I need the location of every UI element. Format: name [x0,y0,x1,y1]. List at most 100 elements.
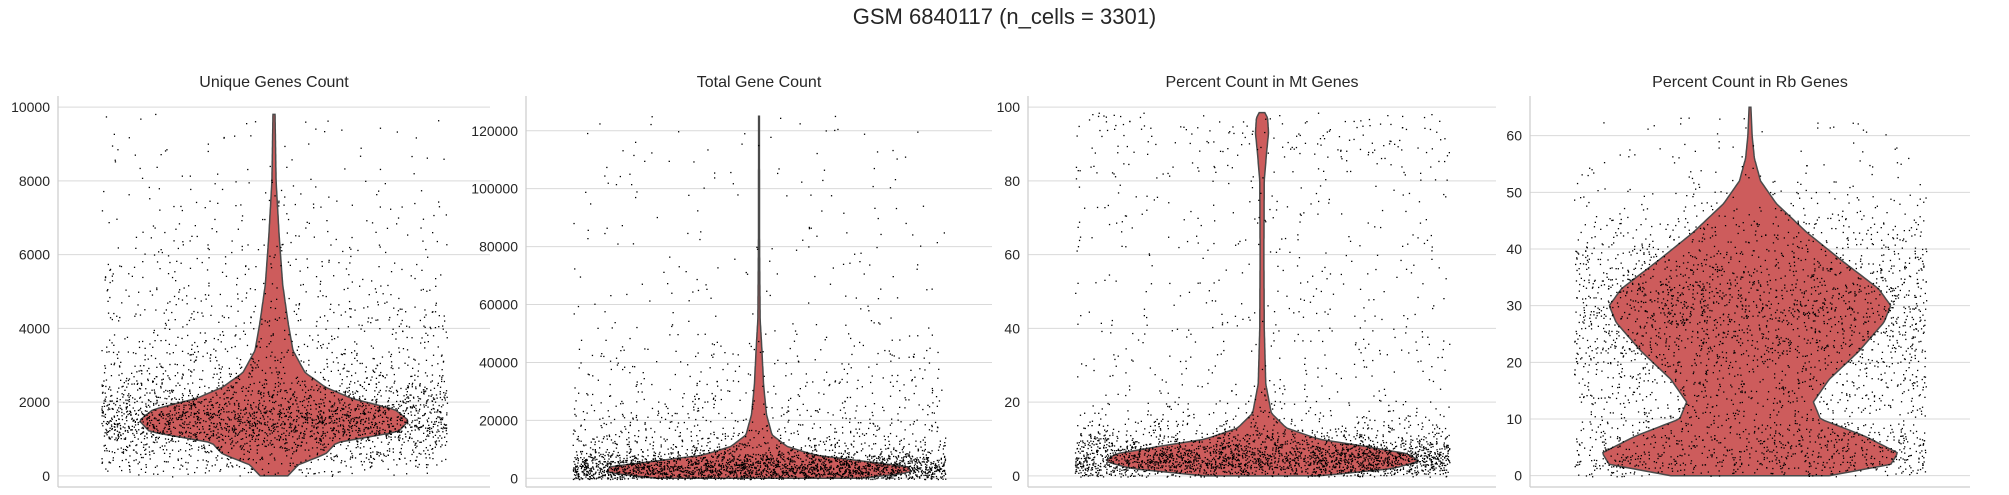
data-point [136,430,138,432]
data-point [426,466,428,469]
data-point [365,366,367,368]
data-point [318,472,320,474]
data-point [877,477,879,479]
data-point [871,475,873,478]
data-point [225,422,227,425]
data-point [203,432,205,434]
data-point [873,470,875,472]
data-point [242,428,244,430]
data-point [207,404,209,407]
data-point [414,374,416,376]
data-point [362,402,364,405]
data-point [174,407,177,409]
data-point [608,452,610,454]
data-point [374,371,376,373]
data-point [824,449,827,451]
data-point [584,460,586,462]
data-point [283,204,285,206]
data-point [924,463,927,465]
data-point [322,411,325,413]
data-point [333,311,335,314]
data-point [405,388,407,390]
data-point [612,472,614,475]
data-point [160,416,162,418]
data-point [693,161,695,163]
data-point [856,451,858,453]
data-point [258,409,260,411]
data-point [713,407,715,409]
data-point [228,419,231,421]
data-point [396,131,398,133]
data-point [317,389,319,392]
data-point [899,339,901,341]
data-point [390,433,392,435]
data-point [268,343,270,345]
data-point [278,416,281,418]
data-point [202,370,204,372]
data-point [671,466,673,468]
data-point [835,431,838,433]
data-point [441,369,443,371]
data-point [388,404,390,407]
data-point [306,417,308,419]
data-point [251,425,253,427]
data-point [865,475,867,477]
data-point [816,469,818,471]
data-point [371,465,373,467]
data-point [738,365,741,368]
data-point [137,414,140,416]
data-point [894,474,896,477]
data-point [192,404,194,406]
data-point [244,333,246,335]
data-point [390,271,393,273]
data-point [225,275,228,277]
data-point [343,420,345,422]
data-point [101,384,103,386]
data-point [441,354,443,356]
data-point [606,470,608,472]
data-point [341,354,343,356]
data-point [387,468,389,470]
data-point [926,461,928,463]
data-point [218,378,220,380]
data-point [114,439,116,441]
data-point [434,421,436,423]
data-point [108,422,110,424]
data-point [422,218,425,220]
data-point [857,459,859,461]
data-point [341,407,343,410]
data-point [599,469,601,471]
data-point [216,459,218,461]
data-point [189,175,191,177]
data-point [423,393,425,395]
data-point [116,411,118,414]
data-point [576,457,579,459]
data-point [210,422,212,424]
data-point [748,455,750,457]
data-point [292,436,294,438]
data-point [823,467,826,469]
data-point [371,399,373,401]
data-point [298,417,300,419]
data-point [422,240,424,242]
data-point [290,412,293,414]
data-point [915,474,917,476]
data-point [428,453,430,456]
data-point [438,430,440,433]
data-point [356,343,358,345]
data-point [301,380,304,383]
data-point [614,442,616,445]
data-point [239,367,242,369]
data-point [729,390,731,392]
data-point [158,404,160,407]
data-point [206,451,209,453]
data-point [856,478,858,480]
data-point [332,429,334,431]
data-point [164,370,167,372]
data-point [879,471,881,473]
data-point [370,379,372,381]
data-point [399,308,401,310]
data-point [217,202,219,204]
data-point [717,385,719,387]
data-point [330,418,332,420]
